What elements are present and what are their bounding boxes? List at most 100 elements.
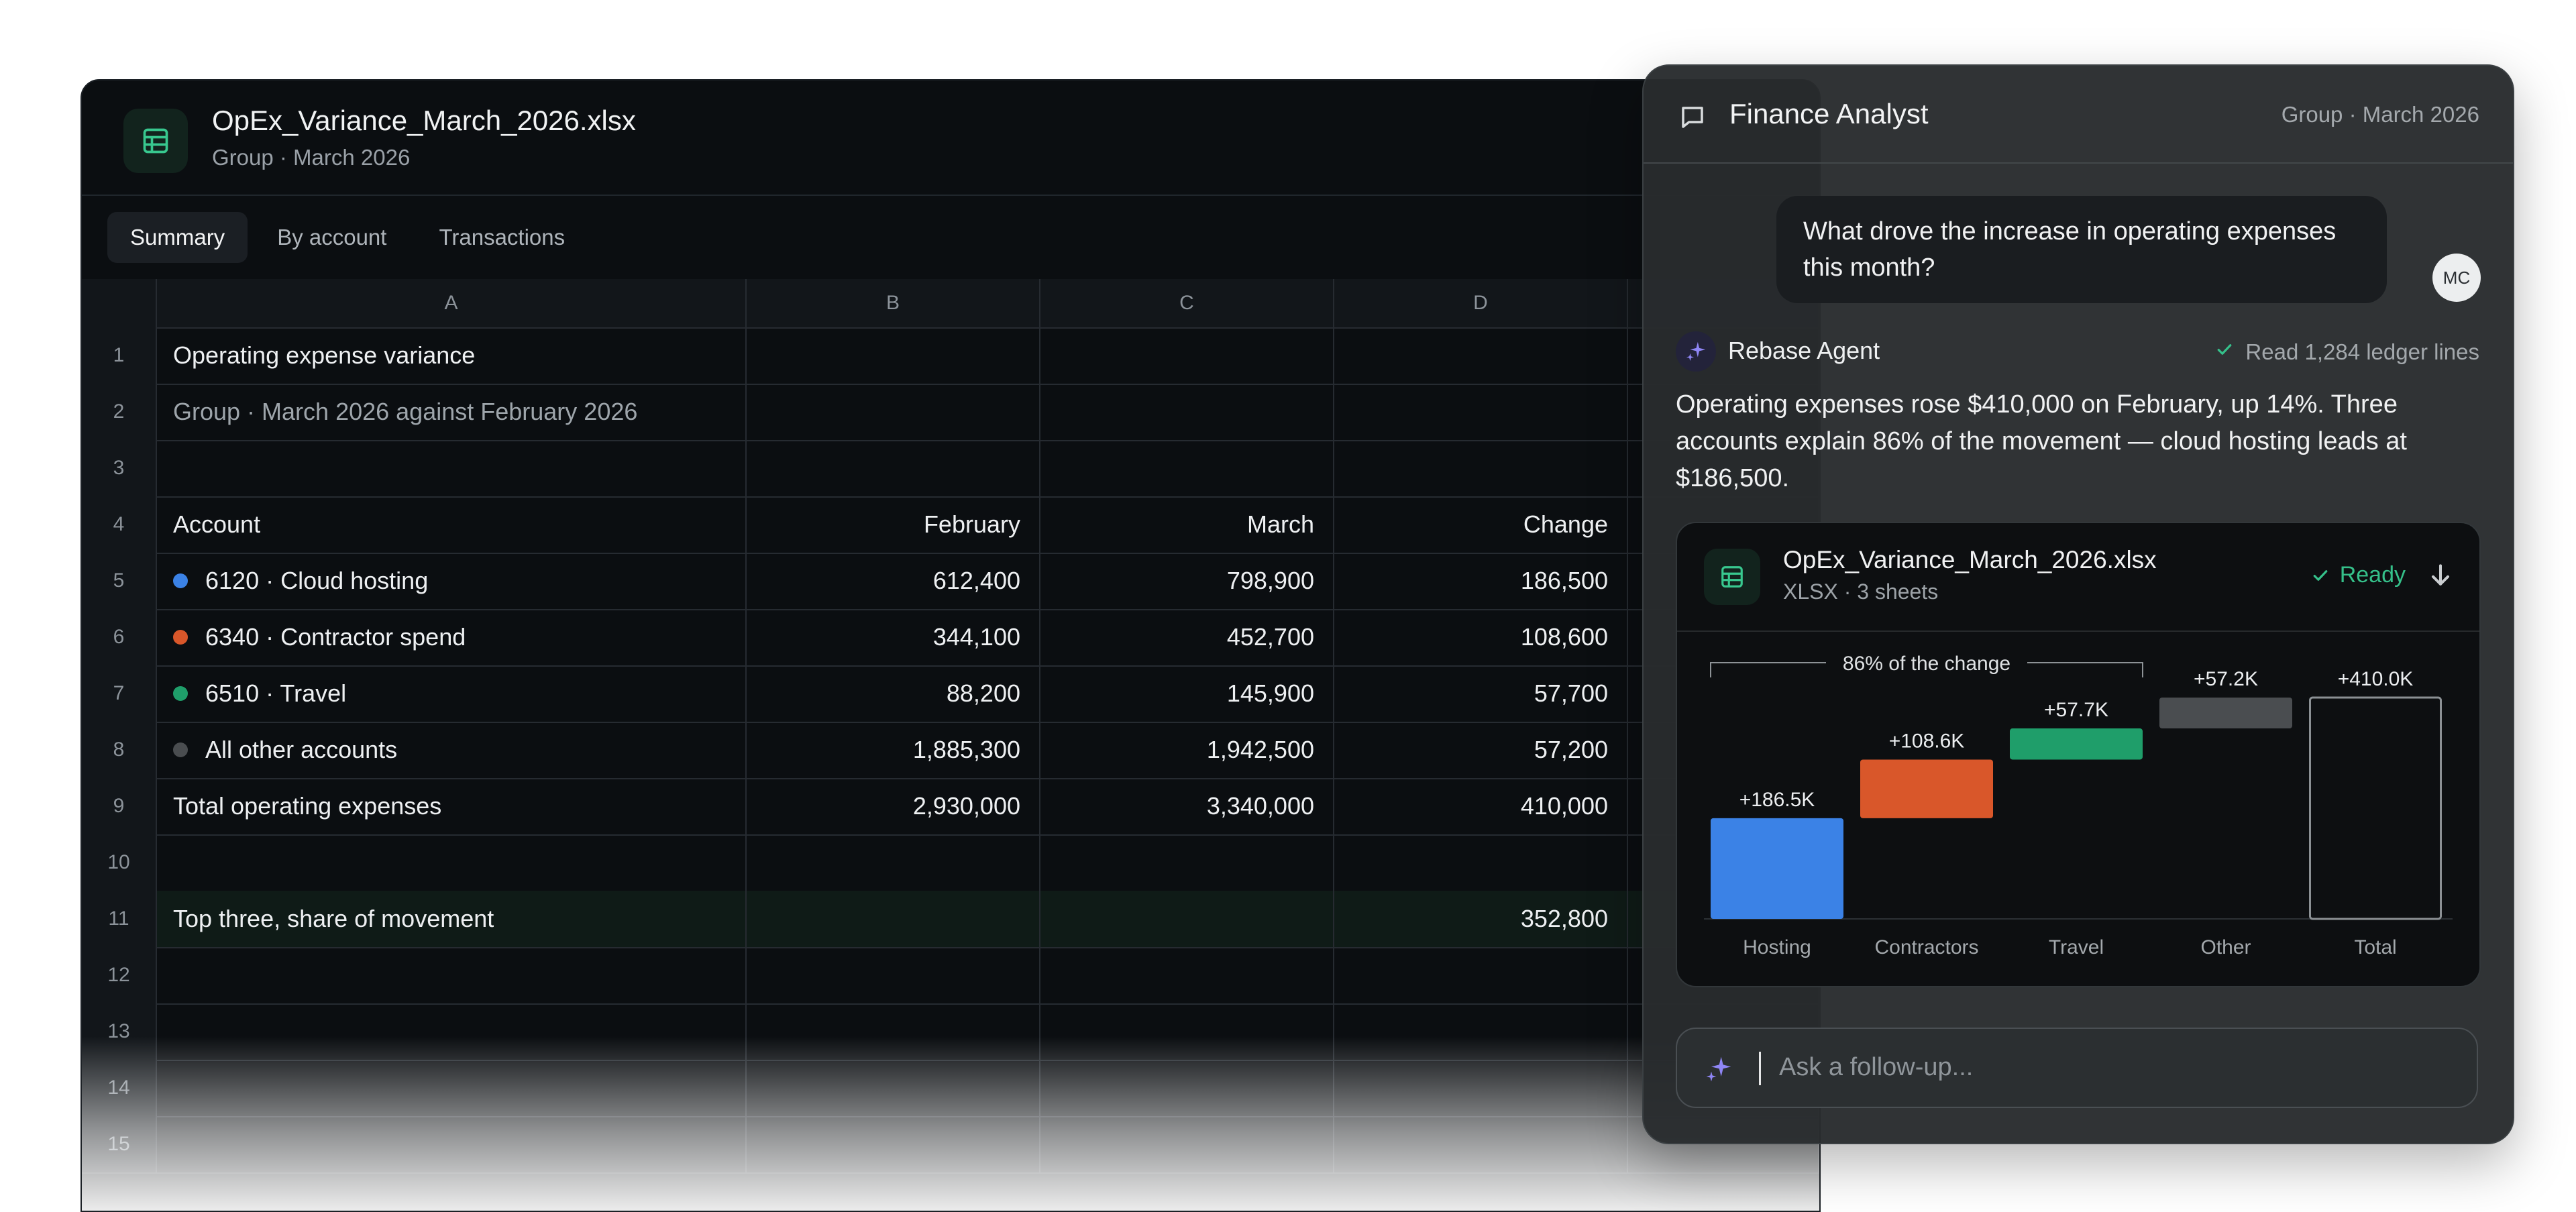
cell-c[interactable] [1040,891,1334,947]
cell-a[interactable]: Group · March 2026 against February 2026 [157,384,747,440]
cell-c[interactable] [1040,834,1334,891]
cell-a[interactable] [157,1060,747,1116]
bar-contractors [1860,759,1993,818]
cell-b[interactable] [747,327,1040,384]
cell-b[interactable] [747,891,1040,947]
cell-b[interactable]: 1,885,300 [747,722,1040,778]
row-number[interactable]: 8 [82,722,157,778]
cell-d[interactable] [1334,947,1628,1003]
row-number[interactable]: 14 [82,1060,157,1116]
cell-c[interactable]: 145,900 [1040,665,1334,722]
input-placeholder[interactable]: Ask a follow-up... [1779,1053,1974,1081]
column-header-a[interactable]: A [157,279,747,327]
cell-a[interactable]: Account [157,496,747,553]
cell-a-text: 6120 · Cloud hosting [205,567,429,594]
row-number[interactable]: 1 [82,327,157,384]
row-number[interactable]: 3 [82,440,157,496]
cell-a[interactable]: Total operating expenses [157,778,747,834]
cell-b[interactable]: 344,100 [747,609,1040,665]
cell-d[interactable] [1334,834,1628,891]
cell-d[interactable]: Change [1334,496,1628,553]
cell-b[interactable]: 88,200 [747,665,1040,722]
cell-b[interactable] [747,440,1040,496]
row-number-text: 4 [113,513,125,535]
row-number[interactable]: 13 [82,1003,157,1060]
legend-dot [173,630,188,645]
cell-c[interactable] [1040,1116,1334,1172]
cell-d[interactable] [1334,1060,1628,1116]
cell-d[interactable]: 410,000 [1334,778,1628,834]
cell-c[interactable]: 1,942,500 [1040,722,1334,778]
agent-status-text: Read 1,284 ledger lines [2245,339,2479,364]
tab-summary[interactable]: Summary [107,212,248,263]
attachment-card[interactable]: OpEx_Variance_March_2026.xlsx XLSX · 3 s… [1676,522,2481,987]
table-row: 8 All other accounts 1,885,300 1,942,500 57,… [82,722,1819,779]
cell-d[interactable]: 57,700 [1334,665,1628,722]
cell-a[interactable]: Operating expense variance [157,327,747,384]
cell-a[interactable] [157,440,747,496]
row-number[interactable]: 9 [82,778,157,834]
row-number[interactable]: 12 [82,947,157,1003]
tab-by-account[interactable]: By account [277,225,387,250]
row-number[interactable]: 11 [82,891,157,947]
cell-c-text: 1,942,500 [1206,736,1314,763]
cell-a[interactable]: 6120 · Cloud hosting [157,553,747,609]
row-number[interactable]: 6 [82,609,157,665]
row-number[interactable]: 4 [82,496,157,553]
column-header-d[interactable]: D [1334,279,1628,327]
cell-b[interactable] [747,1060,1040,1116]
cell-d[interactable] [1334,440,1628,496]
cell-b[interactable] [747,947,1040,1003]
follow-up-input[interactable]: Ask a follow-up... [1676,1028,2478,1108]
cell-d[interactable] [1334,327,1628,384]
cell-c[interactable] [1040,327,1334,384]
cell-b[interactable] [747,834,1040,891]
waterfall-chart: +186.5K Hosting +108.6K Contractors +57.7K Tr… [1704,648,2453,958]
cell-b[interactable] [747,1116,1040,1172]
cell-a[interactable] [157,1116,747,1172]
row-number-text: 11 [108,907,129,930]
cell-a[interactable] [157,947,747,1003]
cell-a-text: Top three, share of movement [173,905,494,932]
cell-d[interactable]: 108,600 [1334,609,1628,665]
corner-cell[interactable] [82,279,157,327]
column-header-b[interactable]: B [747,279,1040,327]
cell-c[interactable]: 798,900 [1040,553,1334,609]
cell-d[interactable]: 57,200 [1334,722,1628,778]
cell-d[interactable] [1334,1003,1628,1060]
cell-a[interactable]: Top three, share of movement [157,891,747,947]
cell-c[interactable]: March [1040,496,1334,553]
sparkle-icon [1676,331,1716,372]
cell-d[interactable]: 186,500 [1334,553,1628,609]
cell-b[interactable]: 612,400 [747,553,1040,609]
cell-a[interactable]: 6510 · Travel [157,665,747,722]
cell-d[interactable]: 352,800 [1334,891,1628,947]
cell-a[interactable]: All other accounts [157,722,747,778]
tab-transactions[interactable]: Transactions [439,225,566,250]
cell-d[interactable] [1334,384,1628,440]
cell-b[interactable] [747,1003,1040,1060]
cell-a[interactable] [157,834,747,891]
cell-c[interactable]: 3,340,000 [1040,778,1334,834]
cell-a[interactable] [157,1003,747,1060]
row-number[interactable]: 7 [82,665,157,722]
row-number[interactable]: 5 [82,553,157,609]
cell-a[interactable]: 6340 · Contractor spend [157,609,747,665]
cell-c[interactable] [1040,384,1334,440]
cell-c[interactable] [1040,947,1334,1003]
cell-c[interactable] [1040,1060,1334,1116]
cell-c[interactable] [1040,1003,1334,1060]
row-number[interactable]: 10 [82,834,157,891]
cell-b[interactable]: February [747,496,1040,553]
download-icon[interactable] [2426,561,2455,594]
cell-c[interactable] [1040,440,1334,496]
row-number[interactable]: 2 [82,384,157,440]
cell-b[interactable]: 2,930,000 [747,778,1040,834]
cell-b[interactable] [747,384,1040,440]
row-number[interactable]: 15 [82,1116,157,1172]
cell-d-text: 352,800 [1520,905,1608,932]
cell-b-text: 612,400 [932,567,1020,594]
column-header-c[interactable]: C [1040,279,1334,327]
cell-d[interactable] [1334,1116,1628,1172]
cell-c[interactable]: 452,700 [1040,609,1334,665]
